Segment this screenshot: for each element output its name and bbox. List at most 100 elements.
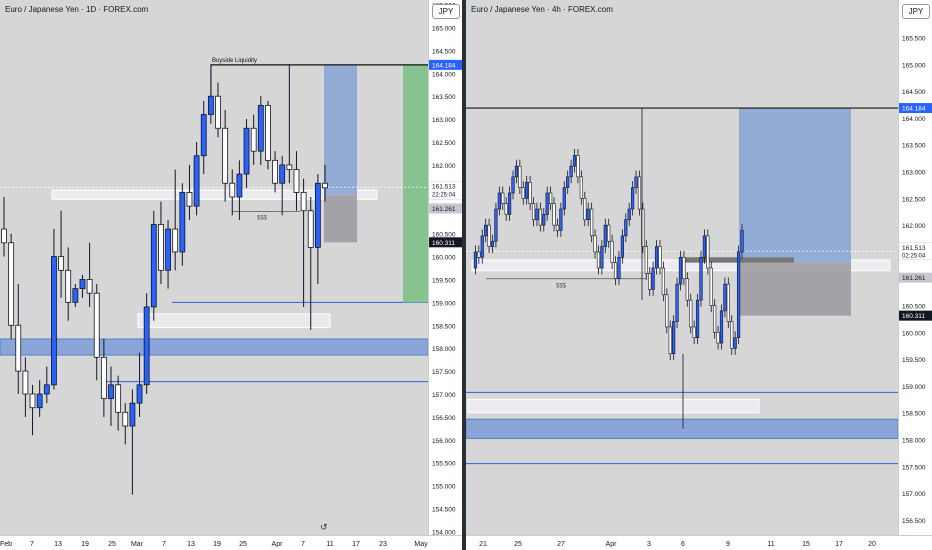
candle-body [477, 251, 481, 258]
target-zone [324, 64, 357, 195]
candle-body [272, 159, 278, 184]
time-tick: 11 [767, 541, 774, 548]
symbol-title[interactable]: Euro / Japanese Yen · 4h · FOREX.com [471, 5, 613, 14]
candle-body [36, 393, 43, 409]
plot-area[interactable]: $$$ [466, 0, 898, 536]
candle-body [100, 356, 107, 399]
candle-body [641, 208, 645, 247]
candle-body [723, 283, 727, 312]
candle-body [65, 269, 72, 303]
price-tick: 158.500 [902, 411, 926, 418]
candle-body [307, 210, 314, 248]
candle-body [86, 279, 93, 294]
price-tick: 154.000 [432, 529, 456, 536]
candle-body [79, 279, 86, 290]
time-tick: 17 [835, 541, 843, 548]
candle-body [706, 235, 710, 269]
candle-body [576, 155, 580, 178]
chart-panel-daily[interactable]: Buyside Liquidity $$$ ↺ Euro / Japanese Ye… [0, 0, 462, 550]
candle-body [51, 256, 57, 386]
candle-body [504, 203, 508, 215]
price-tick: 160.500 [902, 304, 926, 311]
candle-body [736, 251, 741, 338]
price-tick: 160.000 [902, 330, 926, 337]
candle-body [215, 95, 221, 129]
candle-body [115, 384, 122, 413]
time-tick: 17 [352, 541, 360, 548]
candle-body [572, 155, 577, 167]
chart-canvas[interactable]: $$$ [466, 0, 898, 536]
time-tick: Apr [272, 541, 284, 548]
order-block-box [51, 189, 378, 200]
candle-body [186, 192, 193, 207]
candle-body [143, 306, 150, 386]
candle-body [651, 267, 655, 290]
candle-body [607, 224, 611, 242]
symbol-title[interactable]: Euro / Japanese Yen · 1D · FOREX.com [5, 5, 149, 14]
time-tick: 25 [514, 541, 522, 548]
stop-price-bg [899, 310, 932, 321]
price-axis[interactable]: 166.000165.500165.000164.500164.000163.5… [898, 0, 932, 536]
replay-icon: ↺ [320, 522, 328, 532]
price-tick: 164.000 [432, 71, 456, 78]
currency-button[interactable]: JPY [432, 4, 460, 19]
time-tick: 7 [162, 541, 166, 548]
price-axis[interactable]: 165.500165.000164.500164.000163.500163.0… [428, 0, 462, 536]
candle-body [716, 332, 720, 344]
candle-body [695, 299, 700, 338]
price-tick: 162.000 [432, 163, 456, 170]
candle-body [129, 402, 136, 427]
time-tick: 13 [54, 541, 62, 548]
price-tick: 160.500 [432, 232, 456, 239]
price-tick: 155.000 [432, 484, 456, 491]
candle-body [528, 181, 532, 204]
price-tick: 163.000 [432, 117, 456, 124]
candle-body [648, 273, 652, 290]
candle-body [494, 208, 498, 242]
time-tick: 9 [726, 541, 730, 548]
candle-body [525, 181, 529, 199]
candle-body [207, 95, 214, 115]
candle-body [740, 230, 744, 253]
candle-body [685, 278, 689, 301]
panel-divider[interactable] [462, 0, 466, 550]
price-tick: 157.000 [902, 491, 926, 498]
price-tick: 164.000 [902, 116, 926, 123]
candle-body [678, 256, 683, 285]
currency-button[interactable]: JPY [902, 4, 930, 19]
candle-body [300, 192, 307, 212]
price-tick: 162.500 [432, 140, 456, 147]
candle-body [672, 321, 676, 355]
candle-body [624, 219, 628, 237]
time-tick: May [414, 541, 428, 548]
candle-body [644, 246, 648, 274]
candle-body [165, 228, 171, 271]
time-tick: 25 [239, 541, 247, 548]
candle-body [586, 208, 590, 221]
candle-body [637, 176, 642, 210]
price-tick: 157.500 [902, 464, 926, 471]
price-tick: 156.500 [432, 415, 456, 422]
candle-body [535, 208, 539, 221]
chart-canvas[interactable]: Buyside Liquidity $$$ ↺ [0, 0, 428, 536]
candle-body [507, 192, 512, 215]
chart-panel-4h[interactable]: $$$ Euro / Japanese Yen · 4h · FOREX.com… [466, 0, 932, 550]
time-axis[interactable]: 21 25 27 Apr 3 6 9 11 15 17 20 [466, 535, 932, 550]
current-price-bg [899, 242, 932, 260]
candle-body [484, 224, 488, 237]
time-tick: 6 [681, 541, 685, 548]
target-zone [739, 108, 851, 263]
time-axis[interactable]: Feb 7 13 19 25 Mar 7 13 19 25 Apr 7 11 17 23 May [0, 535, 462, 550]
price-tick: 157.500 [432, 369, 456, 376]
fvg-box [137, 313, 331, 329]
entry-price-label-bg [429, 203, 462, 214]
candle-body [692, 326, 696, 338]
time-tick: 25 [108, 541, 116, 548]
candle-body [699, 256, 703, 301]
plot-area[interactable]: Buyside Liquidity $$$ ↺ [0, 0, 428, 536]
candle-body [43, 384, 50, 395]
candle-body [322, 182, 328, 189]
candle-body [122, 411, 129, 427]
candle-body [600, 246, 604, 269]
candle-body [620, 235, 624, 258]
